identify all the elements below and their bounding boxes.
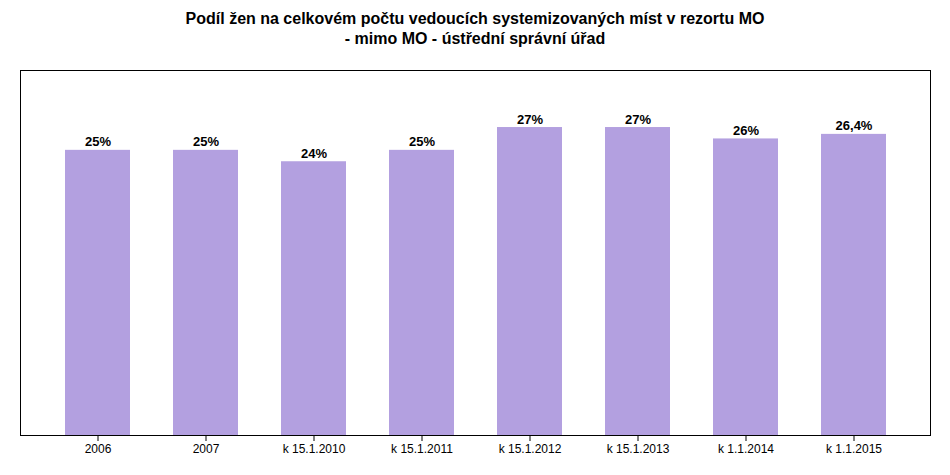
svg-text:k 15.1.2013: k 15.1.2013 [607, 442, 670, 456]
svg-text:25%: 25% [85, 134, 111, 149]
svg-text:2007: 2007 [193, 442, 220, 456]
svg-text:k 1.1.2014: k 1.1.2014 [718, 442, 774, 456]
svg-text:27%: 27% [625, 112, 651, 127]
svg-text:k 15.1.2011: k 15.1.2011 [391, 442, 453, 456]
html-text:Podíl žen na celkovém počtu ve: Podíl žen na celkovém počtu vedoucích sy… [185, 10, 765, 27]
svg-text:26,4%: 26,4% [836, 118, 873, 133]
svg-text:k 15.1.2012: k 15.1.2012 [499, 442, 562, 456]
svg-text:25%: 25% [409, 134, 435, 149]
svg-text:27%: 27% [517, 112, 543, 127]
svg-text:k 15.1.2010: k 15.1.2010 [283, 442, 346, 456]
svg-text:24%: 24% [301, 146, 327, 161]
html-text:- mimo MO - ústřední správní ú: - mimo MO - ústřední správní úřad [344, 30, 606, 47]
svg-text:k 1.1.2015: k 1.1.2015 [826, 442, 882, 456]
svg-text:26%: 26% [733, 123, 759, 138]
svg-text:25%: 25% [193, 134, 219, 149]
svg-text:2006: 2006 [85, 442, 112, 456]
